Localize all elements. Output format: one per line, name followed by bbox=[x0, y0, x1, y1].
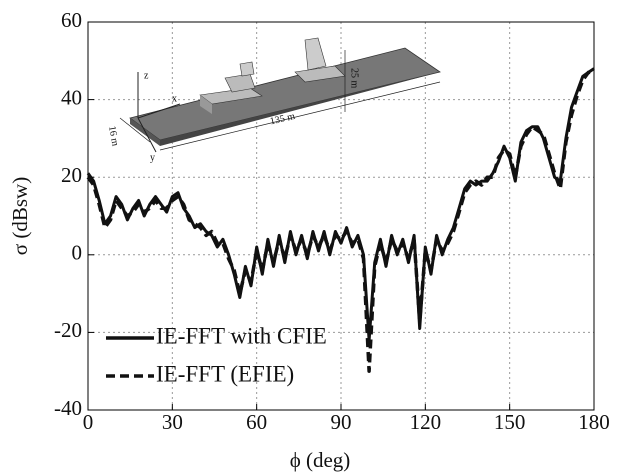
y-tick-label: 20 bbox=[61, 163, 82, 187]
legend-label: IE-FFT with CFIE bbox=[156, 323, 327, 348]
inset-label: x bbox=[172, 93, 177, 104]
inset-label: 25 m bbox=[349, 68, 360, 89]
y-tick-label: -40 bbox=[54, 396, 82, 420]
y-tick-label: 40 bbox=[61, 85, 82, 109]
y-axis-label: σ (dBsw) bbox=[8, 177, 32, 255]
series-line bbox=[86, 70, 594, 373]
x-tick-label: 90 bbox=[331, 410, 352, 434]
plot-frame bbox=[87, 21, 595, 411]
y-tick-label: 60 bbox=[61, 8, 82, 32]
inset-label: 16 m bbox=[106, 125, 120, 147]
x-tick-label: 30 bbox=[162, 410, 183, 434]
x-axis-label: ϕ (deg) bbox=[290, 448, 351, 472]
y-tick-label: 0 bbox=[72, 241, 83, 265]
x-tick-label: 0 bbox=[83, 410, 94, 434]
inset-label: z bbox=[144, 70, 149, 81]
x-tick-label: 150 bbox=[494, 410, 526, 434]
y-tick-label: -20 bbox=[54, 318, 82, 342]
x-tick-label: 180 bbox=[578, 410, 610, 434]
inset-ship: z x y 16 m 135 m 25 m bbox=[106, 37, 441, 163]
inset-label: y bbox=[150, 152, 155, 163]
legend-label: IE-FFT (EFIE) bbox=[156, 361, 294, 386]
x-tick-label: 60 bbox=[246, 410, 267, 434]
x-tick-label: 120 bbox=[410, 410, 442, 434]
